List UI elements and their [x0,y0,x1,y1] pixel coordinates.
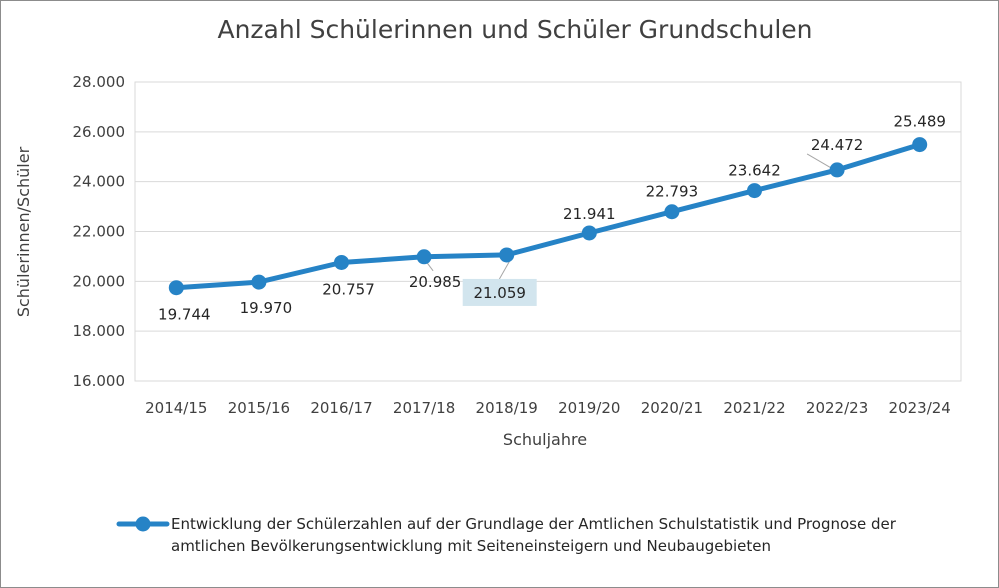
x-tick-label: 2017/18 [393,399,455,417]
data-point [581,225,597,241]
x-tick-label: 2016/17 [310,399,372,417]
gridlines [135,131,961,332]
data-label: 24.472 [811,136,864,154]
data-point [168,280,184,296]
legend: Entwicklung der Schülerzahlen auf der Gr… [116,515,897,555]
leader-line [426,262,434,272]
label-leader-lines [426,153,832,283]
x-tick-label: 2020/21 [641,399,703,417]
legend-label-line: amtlichen Bevölkerungsentwicklung mit Se… [171,537,771,555]
x-tick-label: 2021/22 [723,399,785,417]
y-tick-label: 24.000 [73,173,126,191]
data-label: 21.941 [563,205,616,223]
y-axis-ticks: 16.000 18.000 20.000 22.000 24.000 26.000 28.0… [73,73,126,390]
data-label: 20.985 [409,273,462,291]
leader-line [806,153,832,169]
data-label: 19.744 [158,306,211,324]
data-label-highlight [462,278,537,306]
data-label: 20.757 [322,280,375,298]
series-line-group [168,137,928,296]
y-tick-label: 28.000 [73,73,126,91]
data-point [334,254,349,270]
data-point [416,249,432,265]
data-label: 19.970 [240,299,293,317]
data-point [747,183,762,199]
data-label: 23.642 [728,162,781,180]
y-tick-label: 26.000 [73,123,126,141]
legend-label-line: Entwicklung der Schülerzahlen auf der Gr… [171,515,897,533]
y-tick-label: 16.000 [73,372,126,390]
data-label: 25.489 [893,113,946,131]
leader-line [497,260,511,283]
data-labels: 19.744 19.970 20.757 20.985 21.059 21.941 22.7… [158,113,946,324]
x-tick-label: 2018/19 [476,399,538,417]
x-tick-label: 2022/23 [806,399,868,417]
series-line [173,142,923,291]
data-point [499,247,515,263]
x-tick-label: 2015/16 [228,399,290,417]
chart-title: Anzahl Schülerinnen und Schüler Grundsch… [217,15,812,44]
data-point [251,274,267,290]
y-tick-label: 22.000 [73,223,126,241]
y-axis-title: Schülerinnen/Schüler [14,146,33,317]
data-label: 21.059 [473,284,526,302]
y-tick-label: 18.000 [73,322,126,340]
x-axis-title: Schuljahre [503,430,587,449]
x-tick-label: 2014/15 [145,399,207,417]
data-point [912,137,928,153]
x-tick-label: 2019/20 [558,399,620,417]
y-tick-label: 20.000 [73,272,126,290]
x-tick-label: 2023/24 [889,399,951,417]
legend-marker-swatch [135,516,151,532]
data-label: 22.793 [646,183,699,201]
x-axis-ticks: 2014/15 2015/16 2016/17 2017/18 2018/19 2019/… [145,399,951,417]
data-point [664,204,680,220]
data-point [829,162,845,178]
